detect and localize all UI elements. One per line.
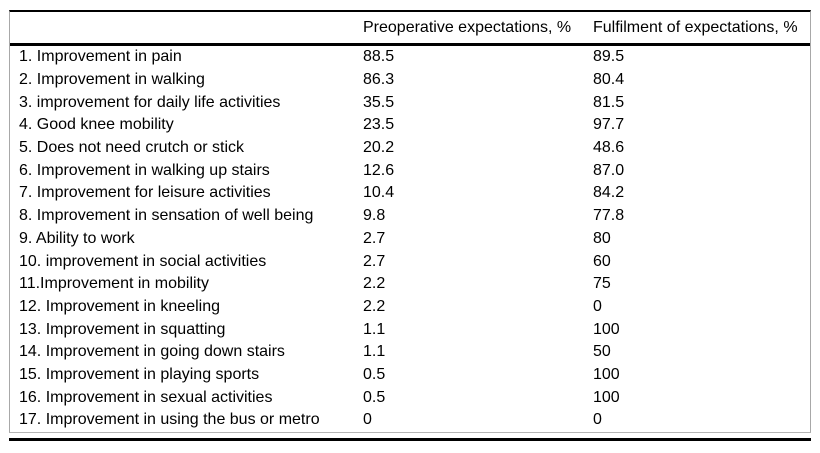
table-row: 16. Improvement in sexual activities 0.5…: [10, 386, 810, 409]
preop-value: 23.5: [363, 116, 395, 134]
table-row: 9. Ability to work 2.7 80: [10, 228, 810, 251]
preop-value: 2.7: [363, 252, 386, 270]
table-row: 17. Improvement in using the bus or metr…: [10, 409, 810, 432]
fulfil-value: 100: [593, 320, 620, 338]
row-label: 2. Improvement in walking: [19, 71, 205, 89]
fulfil-value: 100: [593, 365, 620, 383]
column-header-preoperative: Preoperative expectations, %: [363, 12, 593, 46]
fulfil-value: 81.5: [593, 93, 625, 111]
row-label: 16. Improvement in sexual activities: [19, 388, 273, 406]
row-label: 13. Improvement in squatting: [19, 320, 226, 338]
table-row: 10. improvement in social activities 2.7…: [10, 250, 810, 273]
row-label: 17. Improvement in using the bus or metr…: [19, 411, 320, 429]
row-label: 14. Improvement in going down stairs: [19, 343, 285, 361]
table-bottom-rule: [9, 437, 811, 441]
expectations-table: Preoperative expectations, % Fulfilment …: [10, 12, 810, 432]
row-label: 1. Improvement in pain: [19, 48, 182, 66]
row-label: 10. improvement in social activities: [19, 252, 267, 270]
table-row: 7. Improvement for leisure activities 10…: [10, 182, 810, 205]
row-label: 15. Improvement in playing sports: [19, 365, 260, 383]
fulfil-value: 48.6: [593, 139, 625, 157]
row-label: 5. Does not need crutch or stick: [19, 139, 244, 157]
preop-value: 0.5: [363, 365, 386, 383]
corner-header-cell: [10, 12, 363, 46]
preop-value: 0.5: [363, 388, 386, 406]
table-row: 8. Improvement in sensation of well bein…: [10, 205, 810, 228]
table-header: Preoperative expectations, % Fulfilment …: [10, 12, 810, 46]
row-label: 4. Good knee mobility: [19, 116, 174, 134]
fulfil-value: 0: [593, 411, 602, 429]
fulfil-value: 97.7: [593, 116, 625, 134]
row-label: 3. improvement for daily life activities: [19, 93, 281, 111]
preop-value: 1.1: [363, 320, 386, 338]
preop-value: 9.8: [363, 207, 386, 225]
preop-value: 86.3: [363, 71, 395, 89]
preop-value: 12.6: [363, 161, 395, 179]
fulfil-value: 100: [593, 388, 620, 406]
preop-value: 20.2: [363, 139, 395, 157]
preop-value: 35.5: [363, 93, 395, 111]
preop-value: 0: [363, 411, 372, 429]
table-body: 1. Improvement in pain 88.5 89.5 2. Impr…: [10, 45, 810, 432]
row-label: 8. Improvement in sensation of well bein…: [19, 207, 314, 225]
table-row: 11.Improvement in mobility 2.2 75: [10, 273, 810, 296]
table-row: 13. Improvement in squatting 1.1 100: [10, 318, 810, 341]
preop-value: 2.2: [363, 275, 386, 293]
fulfil-value: 84.2: [593, 184, 625, 202]
fulfil-value: 60: [593, 252, 611, 270]
fulfil-value: 50: [593, 343, 611, 361]
row-label: 12. Improvement in kneeling: [19, 297, 220, 315]
table-row: 1. Improvement in pain 88.5 89.5: [10, 45, 810, 69]
preop-value: 2.7: [363, 229, 386, 247]
expectations-table-frame: Preoperative expectations, % Fulfilment …: [9, 10, 811, 433]
preop-value: 2.2: [363, 297, 386, 315]
fulfil-value: 87.0: [593, 161, 625, 179]
table-row: 12. Improvement in kneeling 2.2 0: [10, 296, 810, 319]
fulfil-value: 80: [593, 229, 611, 247]
fulfil-value: 77.8: [593, 207, 625, 225]
row-label: 6. Improvement in walking up stairs: [19, 161, 270, 179]
table-row: 3. improvement for daily life activities…: [10, 91, 810, 114]
preop-value: 88.5: [363, 48, 395, 66]
row-label: 7. Improvement for leisure activities: [19, 184, 271, 202]
table-row: 14. Improvement in going down stairs 1.1…: [10, 341, 810, 364]
row-label: 11.Improvement in mobility: [19, 275, 209, 293]
table-row: 5. Does not need crutch or stick 20.2 48…: [10, 137, 810, 160]
column-header-fulfilment: Fulfilment of expectations, %: [593, 12, 810, 46]
table-row: 4. Good knee mobility 23.5 97.7: [10, 114, 810, 137]
header-row: Preoperative expectations, % Fulfilment …: [10, 12, 810, 46]
row-label: 9. Ability to work: [19, 229, 135, 247]
table-row: 6. Improvement in walking up stairs 12.6…: [10, 159, 810, 182]
fulfil-value: 0: [593, 297, 602, 315]
preop-value: 1.1: [363, 343, 386, 361]
fulfil-value: 89.5: [593, 48, 625, 66]
preop-value: 10.4: [363, 184, 395, 202]
fulfil-value: 80.4: [593, 71, 625, 89]
fulfil-value: 75: [593, 275, 611, 293]
table-row: 15. Improvement in playing sports 0.5 10…: [10, 364, 810, 387]
table-row: 2. Improvement in walking 86.3 80.4: [10, 69, 810, 92]
